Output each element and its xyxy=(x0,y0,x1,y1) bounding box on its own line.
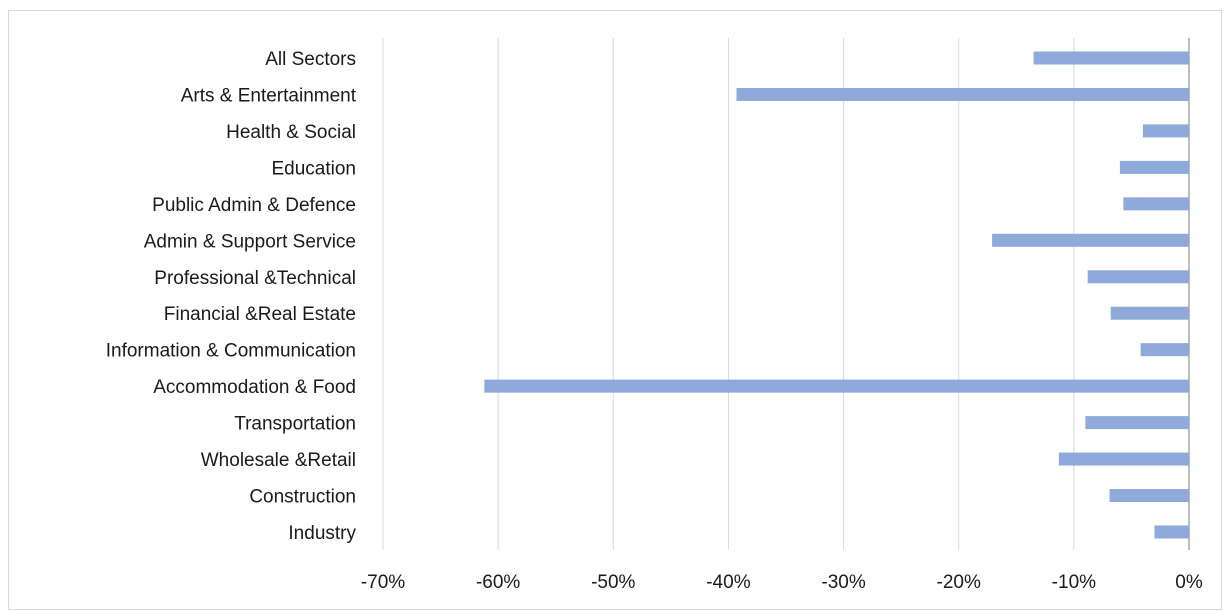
bar xyxy=(1033,51,1189,65)
x-tick-label: -60% xyxy=(476,572,520,593)
category-label: Public Admin & Defence xyxy=(152,195,356,216)
bar xyxy=(1123,197,1189,211)
bar xyxy=(1058,452,1189,466)
x-axis-tick-labels: -70% -60% -50% -40% -30% -20% -10% 0% xyxy=(361,572,1203,593)
category-label: Professional &Technical xyxy=(154,268,356,289)
bar xyxy=(1154,525,1189,539)
bar xyxy=(1087,270,1189,284)
bar xyxy=(1142,124,1189,138)
x-tick-label: 0% xyxy=(1175,572,1203,593)
category-label: Accommodation & Food xyxy=(153,377,356,398)
category-label: Construction xyxy=(249,487,356,508)
category-label: All Sectors xyxy=(265,49,356,70)
bar xyxy=(736,87,1189,101)
bar xyxy=(992,233,1189,247)
bar xyxy=(1140,343,1189,357)
category-label: Admin & Support Service xyxy=(144,231,356,252)
x-tick-label: -40% xyxy=(706,572,750,593)
category-labels: All Sectors Arts & Entertainment Health & … xyxy=(106,49,357,544)
category-label: Education xyxy=(271,158,356,179)
bars xyxy=(484,51,1190,539)
x-tick-label: -20% xyxy=(937,572,981,593)
x-tick-label: -10% xyxy=(1052,572,1096,593)
category-label: Financial &Real Estate xyxy=(164,304,356,325)
x-tick-label: -30% xyxy=(821,572,865,593)
category-label: Health & Social xyxy=(226,122,356,143)
gridlines xyxy=(382,38,1190,550)
bar xyxy=(1109,489,1189,503)
category-label: Arts & Entertainment xyxy=(181,85,357,106)
x-tick-label: -50% xyxy=(591,572,635,593)
category-label: Transportation xyxy=(234,414,356,435)
bar xyxy=(1119,160,1189,174)
bar xyxy=(1110,306,1189,320)
category-label: Wholesale &Retail xyxy=(201,450,356,471)
bar xyxy=(1085,416,1189,430)
category-label: Industry xyxy=(288,523,356,544)
chart-frame xyxy=(8,10,1222,610)
x-tick-label: -70% xyxy=(361,572,405,593)
category-label: Information & Communication xyxy=(106,341,356,362)
bar xyxy=(484,379,1190,393)
